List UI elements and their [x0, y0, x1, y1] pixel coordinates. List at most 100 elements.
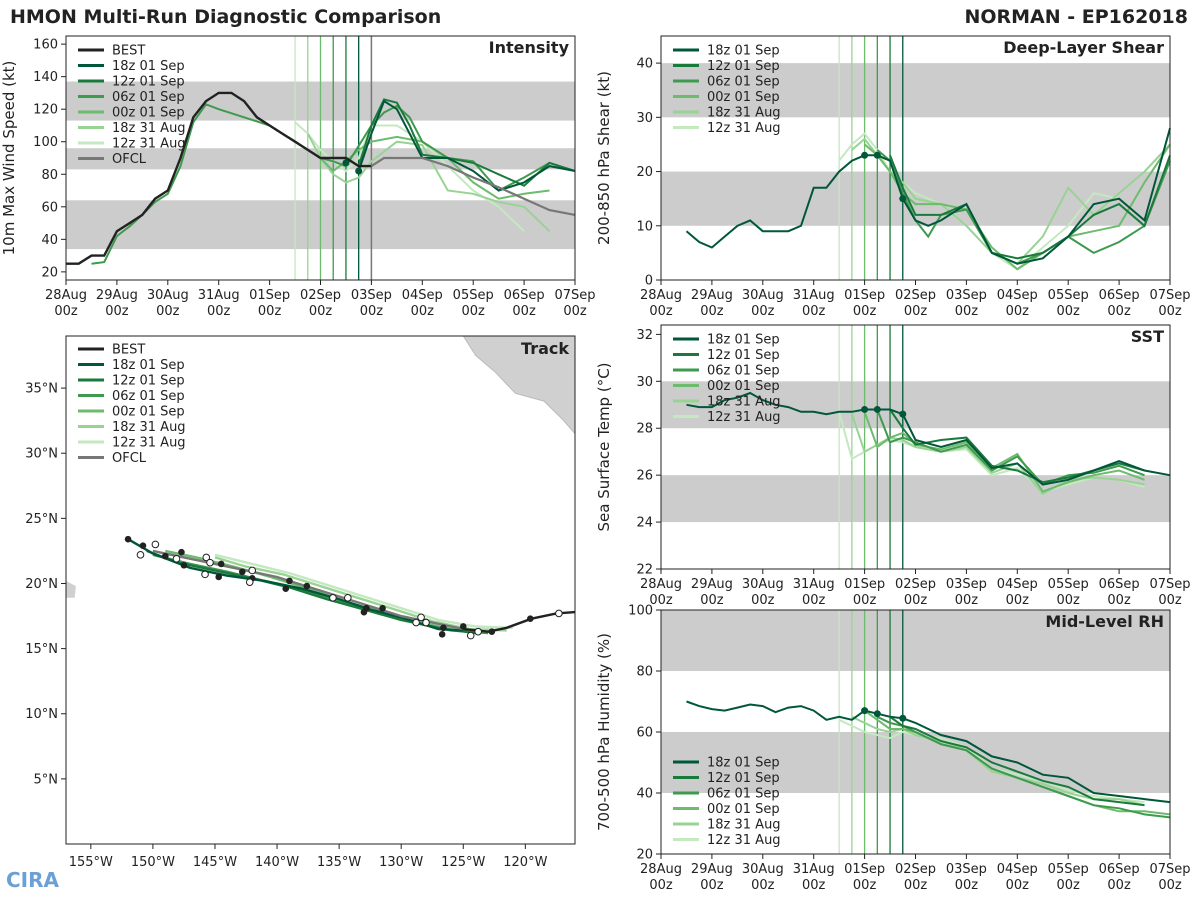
sst-legend-label: 06z 01 Sep	[707, 364, 780, 379]
shear-best-point	[873, 151, 881, 159]
rh-x-tick-label: 31Aug	[793, 862, 835, 877]
rh-x-tick-sublabel: 00z	[1057, 878, 1081, 893]
track-island	[66, 580, 76, 598]
shear-y-tick-label: 20	[636, 165, 653, 180]
intensity-legend-label: 18z 31 Aug	[112, 121, 186, 136]
shear-legend-label: 18z 01 Sep	[707, 44, 780, 59]
shear-x-tick-sublabel: 00z	[1158, 304, 1182, 319]
rh-x-tick-sublabel: 00z	[1107, 878, 1131, 893]
intensity-y-tick-label: 160	[33, 38, 58, 53]
intensity-x-tick-label: 02Sep	[300, 288, 341, 303]
shear-x-tick-label: 01Sep	[844, 288, 885, 303]
track-x-tick-label: 150°W	[131, 855, 175, 870]
intensity-x-tick-label: 05Sep	[453, 288, 494, 303]
rh-x-tick-sublabel: 00z	[904, 878, 928, 893]
sst-y-axis-label: Sea Surface Temp (°C)	[595, 362, 613, 531]
shear-x-tick-label: 30Aug	[742, 288, 784, 303]
intensity-legend-label: BEST	[112, 44, 145, 59]
track-legend-label: OFCL	[112, 451, 147, 466]
intensity-series-line	[306, 133, 551, 232]
shear-x-tick-sublabel: 00z	[802, 304, 826, 319]
rh-y-tick-label: 40	[636, 787, 653, 802]
intensity-x-tick-sublabel: 00z	[462, 304, 486, 319]
intensity-x-tick-sublabel: 00z	[563, 304, 587, 319]
intensity-legend-label: 06z 01 Sep	[112, 90, 185, 105]
shear-band	[661, 63, 1170, 118]
rh-panel-title: Mid-Level RH	[1045, 612, 1164, 631]
track-position-marker	[238, 568, 246, 576]
intensity-y-tick-label: 40	[41, 233, 58, 248]
track-y-tick-label: 10°N	[25, 707, 58, 722]
track-x-tick-label: 130°W	[379, 855, 423, 870]
track-position-marker	[124, 535, 132, 543]
intensity-x-tick-label: 04Sep	[402, 288, 443, 303]
rh-band	[661, 610, 1170, 671]
intensity-x-tick-label: 06Sep	[504, 288, 545, 303]
sst-x-tick-sublabel: 00z	[700, 593, 724, 608]
sst-x-tick-sublabel: 00z	[802, 593, 826, 608]
intensity-x-tick-label: 30Aug	[147, 288, 189, 303]
track-forecast-marker	[329, 594, 337, 602]
shear-x-tick-sublabel: 00z	[649, 304, 673, 319]
track-frame	[65, 335, 576, 845]
shear-legend-label: 12z 01 Sep	[707, 59, 780, 74]
track-legend-label: 00z 01 Sep	[112, 405, 185, 420]
track-forecast-marker	[412, 618, 420, 627]
track-position-marker	[488, 628, 496, 635]
intensity-series-line	[357, 99, 576, 192]
sst-panel-title: SST	[1131, 327, 1164, 346]
sst-x-tick-sublabel: 00z	[955, 593, 979, 608]
sst-x-tick-sublabel: 00z	[1006, 593, 1030, 608]
rh-x-tick-sublabel: 00z	[1006, 878, 1030, 893]
intensity-x-tick-sublabel: 00z	[258, 304, 282, 319]
shear-x-tick-sublabel: 00z	[751, 304, 775, 319]
figure-title: HMON Multi-Run Diagnostic Comparison	[10, 6, 442, 28]
shear-best-point	[861, 151, 869, 159]
shear-x-tick-sublabel: 00z	[1107, 304, 1131, 319]
sst-x-tick-sublabel: 00z	[751, 593, 775, 608]
track-x-tick-label: 145°W	[193, 855, 237, 870]
track-series-line	[214, 556, 507, 632]
intensity-legend-label: 18z 01 Sep	[112, 59, 185, 74]
intensity-best-point	[355, 167, 363, 175]
rh-x-tick-label: 30Aug	[742, 862, 784, 877]
shear-x-tick-label: 29Aug	[691, 288, 733, 303]
sst-best-point	[899, 410, 907, 418]
intensity-y-tick-label: 100	[33, 135, 58, 150]
sst-x-tick-label: 29Aug	[691, 577, 733, 592]
track-y-tick-label: 15°N	[25, 642, 58, 657]
sst-x-tick-sublabel: 00z	[853, 593, 877, 608]
sst-band	[661, 475, 1170, 523]
intensity-series-line	[345, 98, 576, 187]
sst-x-tick-sublabel: 00z	[1107, 593, 1131, 608]
track-position-marker	[215, 573, 222, 581]
intensity-x-tick-label: 03Sep	[351, 288, 392, 303]
rh-x-tick-sublabel: 00z	[649, 878, 673, 893]
intensity-y-tick-label: 60	[41, 200, 58, 215]
shear-legend-label: 06z 01 Sep	[707, 75, 780, 90]
sst-x-tick-label: 05Sep	[1048, 577, 1089, 592]
track-y-tick-label: 35°N	[25, 382, 58, 397]
intensity-best-point	[342, 159, 350, 167]
track-x-tick-label: 140°W	[255, 855, 299, 870]
rh-x-tick-label: 29Aug	[691, 862, 733, 877]
track-x-tick-label: 125°W	[441, 855, 485, 870]
rh-x-tick-sublabel: 00z	[751, 878, 775, 893]
track-position-marker	[178, 548, 185, 556]
rh-x-tick-label: 04Sep	[997, 862, 1038, 877]
rh-x-tick-label: 06Sep	[1099, 862, 1140, 877]
track-forecast-marker	[172, 554, 181, 563]
track-forecast-marker	[555, 609, 563, 618]
rh-best-point	[873, 710, 881, 718]
intensity-x-tick-sublabel: 00z	[360, 304, 384, 319]
track-position-marker	[379, 604, 386, 612]
shear-x-tick-sublabel: 00z	[1006, 304, 1030, 319]
track-position-marker	[282, 585, 290, 592]
sst-x-tick-label: 03Sep	[946, 577, 987, 592]
sst-y-tick-label: 24	[636, 516, 653, 531]
shear-x-tick-label: 04Sep	[997, 288, 1038, 303]
track-position-marker	[440, 624, 447, 632]
shear-x-tick-label: 06Sep	[1099, 288, 1140, 303]
shear-y-axis-label: 200-850 hPa Shear (kt)	[595, 71, 613, 245]
